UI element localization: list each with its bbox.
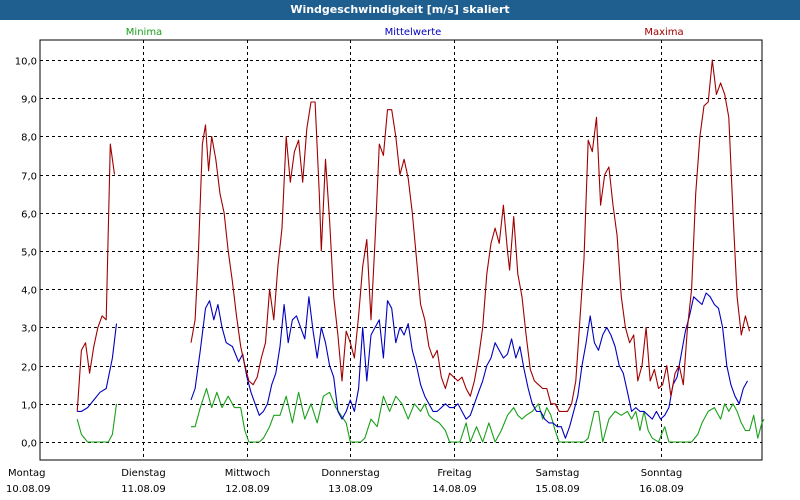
y-tick-label: 9,0	[21, 95, 37, 106]
series-line-maxima	[190, 59, 751, 412]
x-tick-day: Samstag	[536, 468, 580, 479]
legend-maxima: Maxima	[644, 27, 683, 38]
x-tick-date: 13.08.09	[328, 484, 373, 495]
y-tick-label: 5,0	[21, 248, 37, 259]
series-line-minima	[191, 387, 765, 443]
plot-area	[39, 39, 763, 461]
series-line-maxima	[76, 143, 116, 412]
x-tick-day: Sonntag	[641, 468, 683, 479]
legend-minima: Minima	[126, 27, 162, 38]
series-line-mittelwerte	[190, 292, 748, 439]
series-line-mittelwerte	[77, 323, 118, 412]
x-tick-day: Donnerstag	[321, 468, 379, 479]
y-tick-label: 1,0	[21, 401, 37, 412]
x-tick-date: 14.08.09	[432, 484, 477, 495]
x-tick-date: 15.08.09	[535, 484, 580, 495]
chart-title: Windgeschwindigkeit [m/s] skaliert	[0, 0, 800, 20]
x-tick-date: 12.08.09	[225, 484, 270, 495]
x-tick-date: 10.08.09	[6, 484, 51, 495]
series-line-minima	[76, 403, 118, 443]
y-tick-label: 2,0	[21, 363, 37, 374]
y-tick-label: 4,0	[21, 286, 37, 297]
x-tick-day: Montag	[8, 468, 45, 479]
x-tick-day: Freitag	[437, 468, 471, 479]
legend-mittelwerte: Mittelwerte	[385, 27, 442, 38]
x-tick-date: 11.08.09	[121, 484, 166, 495]
x-tick-day: Mittwoch	[225, 468, 270, 479]
y-tick-label: 8,0	[21, 133, 37, 144]
y-tick-label: 7,0	[21, 172, 37, 183]
chart-canvas: 0,0 1,0 2,0 3,0 4,0 5,0 6,0 7,0 8,0 9,0 10,0 Monta…	[6, 27, 765, 495]
y-tick-label: 3,0	[21, 324, 37, 335]
y-tick-label: 6,0	[21, 210, 37, 221]
y-tick-label: 0,0	[21, 439, 37, 450]
x-tick-date: 16.08.09	[639, 484, 684, 495]
y-tick-label: 10,0	[15, 57, 37, 68]
x-tick-day: Dienstag	[121, 468, 166, 479]
